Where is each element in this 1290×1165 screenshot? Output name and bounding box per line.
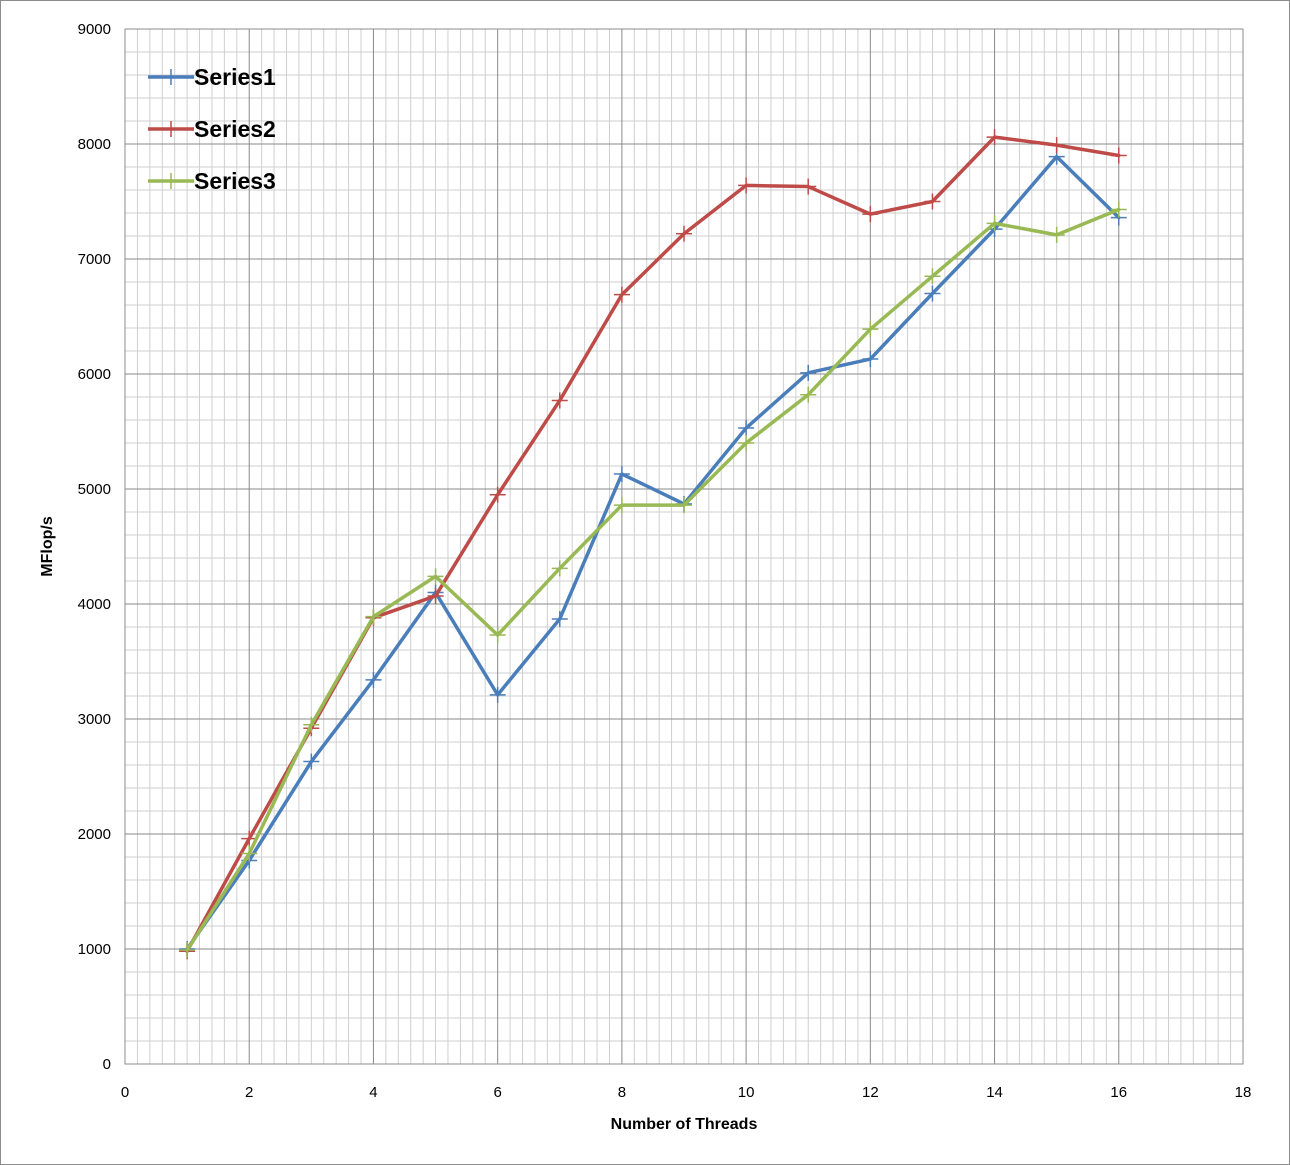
x-tick-label: 8	[618, 1084, 626, 1101]
series-1	[179, 148, 1127, 957]
x-tick-label: 4	[369, 1084, 377, 1101]
series-2-point	[924, 193, 941, 210]
series-1-line	[185, 154, 1121, 951]
series-3-point	[738, 435, 755, 451]
x-tick-label: 10	[738, 1084, 755, 1101]
x-tick-label: 12	[862, 1084, 879, 1101]
series-3-point	[1110, 201, 1127, 218]
y-tick-label: 7000	[78, 251, 111, 268]
series-3-point	[862, 321, 879, 338]
series-2-point	[862, 206, 879, 223]
series-3-point	[1048, 226, 1065, 243]
series-1-point	[489, 686, 506, 703]
y-axis-tick-labels: 0 1000 2000 3000 4000 5000 6000 7000 8000 9000	[78, 21, 111, 1073]
x-tick-label: 2	[245, 1084, 253, 1101]
x-tick-label: 18	[1235, 1084, 1252, 1101]
series-3-point	[924, 268, 941, 285]
x-axis-title: Number of Threads	[611, 1116, 758, 1133]
y-tick-label: 6000	[78, 366, 111, 383]
series-2-point	[1048, 137, 1065, 154]
series-3-point	[986, 215, 1003, 232]
y-tick-label: 3000	[78, 711, 111, 728]
series-3-point	[489, 627, 506, 644]
x-tick-label: 6	[493, 1084, 501, 1101]
series-3-point	[303, 716, 320, 733]
plot-area-border	[124, 28, 1244, 1065]
series-3-line	[185, 207, 1121, 952]
minor-gridlines	[125, 29, 1243, 1064]
legend-item-2: Series2	[148, 116, 276, 142]
series-2	[179, 129, 1127, 960]
series-1-point	[924, 285, 941, 302]
series-layer	[179, 129, 1127, 960]
series-2-point	[676, 225, 692, 242]
series-1-point	[303, 753, 320, 770]
legend-label: Series3	[194, 168, 276, 194]
series-1-point	[738, 420, 755, 437]
legend-label: Series2	[194, 116, 276, 142]
series-2-point	[613, 286, 630, 303]
series-3-point	[800, 386, 817, 403]
series-2-point	[427, 587, 444, 604]
x-tick-label: 16	[1110, 1084, 1127, 1101]
series-1-point	[365, 671, 382, 688]
series-2-point	[551, 392, 568, 409]
series-1-point	[800, 364, 817, 381]
series-2-point	[738, 177, 755, 194]
series-3-point	[551, 560, 568, 577]
series-3-point	[613, 497, 630, 514]
series-1-point	[613, 466, 630, 483]
legend-label: Series1	[194, 64, 276, 90]
series-3-point	[427, 568, 444, 585]
series-2-point	[489, 486, 506, 503]
legend: Series1 Series2 Series3	[148, 64, 276, 194]
legend-item-1: Series1	[148, 64, 276, 90]
series-3-point	[241, 845, 258, 862]
series-1-point	[551, 610, 568, 627]
y-tick-label: 2000	[78, 826, 111, 843]
y-tick-label: 4000	[78, 596, 111, 613]
legend-item-3: Series3	[148, 168, 276, 194]
series-3-point	[676, 497, 692, 514]
y-tick-label: 0	[103, 1056, 111, 1073]
series-2-point	[1110, 147, 1127, 164]
series-1-point	[862, 351, 879, 368]
x-tick-label: 14	[986, 1084, 1003, 1101]
series-3	[179, 201, 1127, 959]
x-axis-tick-labels: 0 2 4 6 8 10 12 14 16 18	[121, 1084, 1252, 1101]
y-tick-label: 8000	[78, 136, 111, 153]
x-tick-label: 0	[121, 1084, 129, 1101]
y-tick-label: 1000	[78, 941, 111, 958]
series-2-point	[986, 129, 1003, 146]
series-3-point	[365, 608, 382, 625]
y-tick-label: 5000	[78, 481, 111, 498]
series-3-point	[179, 942, 196, 959]
y-axis-title: MFlop/s	[39, 516, 56, 577]
y-tick-label: 9000	[78, 21, 111, 38]
series-2-point	[800, 178, 817, 195]
